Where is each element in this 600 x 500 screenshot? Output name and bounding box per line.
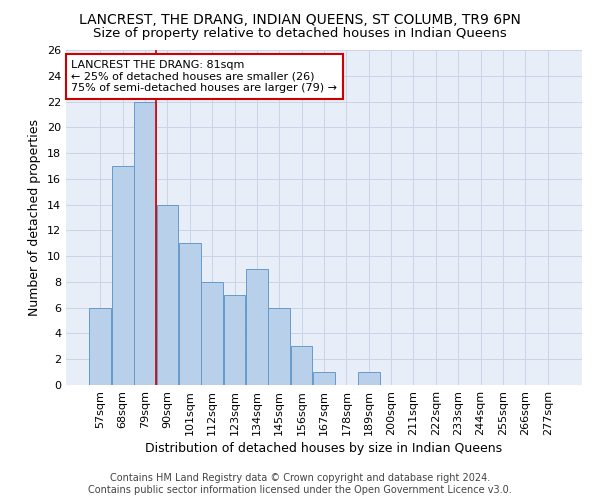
Bar (134, 102, 156, 385)
Bar (291, 346, 313, 385)
Bar (202, 282, 223, 385)
Y-axis label: Number of detached properties: Number of detached properties (28, 119, 41, 316)
Bar (224, 295, 245, 385)
Bar (313, 372, 335, 385)
Bar (246, 269, 268, 385)
Text: Size of property relative to detached houses in Indian Queens: Size of property relative to detached ho… (93, 28, 507, 40)
Bar (112, 166, 134, 385)
Bar (179, 244, 200, 385)
Text: LANCREST THE DRANG: 81sqm
← 25% of detached houses are smaller (26)
75% of semi-: LANCREST THE DRANG: 81sqm ← 25% of detac… (71, 60, 337, 93)
Bar (358, 372, 380, 385)
Bar (157, 204, 178, 385)
Bar (268, 308, 290, 385)
Text: Contains HM Land Registry data © Crown copyright and database right 2024.
Contai: Contains HM Land Registry data © Crown c… (88, 474, 512, 495)
Bar (89, 308, 111, 385)
X-axis label: Distribution of detached houses by size in Indian Queens: Distribution of detached houses by size … (145, 442, 503, 455)
Text: LANCREST, THE DRANG, INDIAN QUEENS, ST COLUMB, TR9 6PN: LANCREST, THE DRANG, INDIAN QUEENS, ST C… (79, 12, 521, 26)
